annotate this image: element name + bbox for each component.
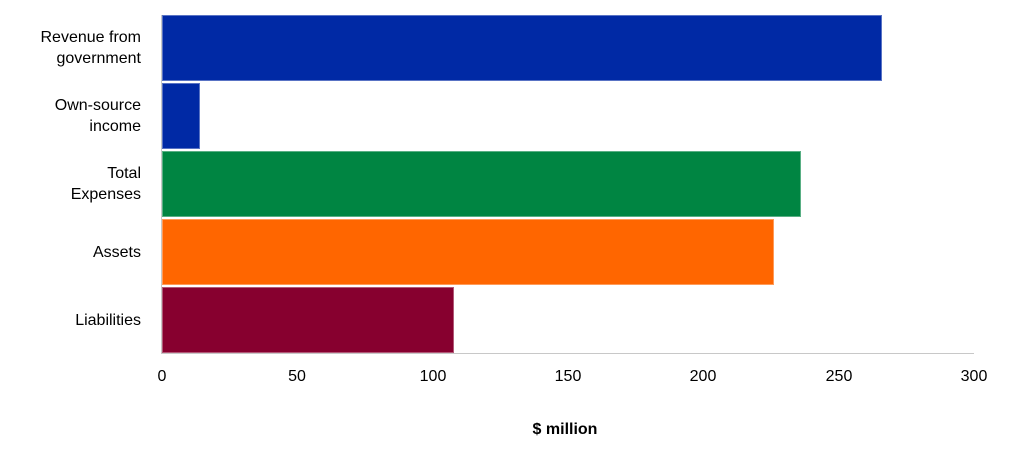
label-line: Assets: [92, 243, 141, 261]
bar-own-source-income: [162, 83, 200, 149]
label-line: Total: [107, 165, 141, 182]
bar-liabilities: [162, 287, 455, 353]
category-label-assets: Assets: [0, 219, 141, 285]
bar-assets: [162, 219, 774, 285]
label-line: Liabilities: [75, 311, 141, 329]
label-line: Expenses: [70, 186, 141, 203]
category-label-total-expenses: Total Expenses: [0, 151, 141, 217]
label-line: Own-source: [54, 97, 141, 114]
x-tick-0: 0: [157, 368, 167, 385]
category-label-own-source-income: Own-source income: [0, 83, 141, 149]
label-line: government: [56, 50, 142, 67]
category-label-liabilities: Liabilities: [0, 287, 141, 353]
label-line: Revenue from: [40, 29, 142, 46]
x-tick-200: 200: [689, 368, 717, 385]
label-line: income: [89, 118, 141, 135]
bar-revenue-from-government: [162, 15, 882, 81]
x-axis-line: [161, 353, 974, 354]
x-axis-title: $ million: [532, 421, 598, 438]
x-tick-150: 150: [554, 368, 582, 385]
y-axis-line: [161, 15, 162, 354]
x-tick-250: 250: [825, 368, 853, 385]
x-tick-100: 100: [419, 368, 447, 385]
bar-total-expenses: [162, 151, 801, 217]
x-tick-50: 50: [288, 368, 306, 385]
x-tick-300: 300: [960, 368, 988, 385]
category-label-revenue-from-government: Revenue from government: [0, 15, 142, 81]
